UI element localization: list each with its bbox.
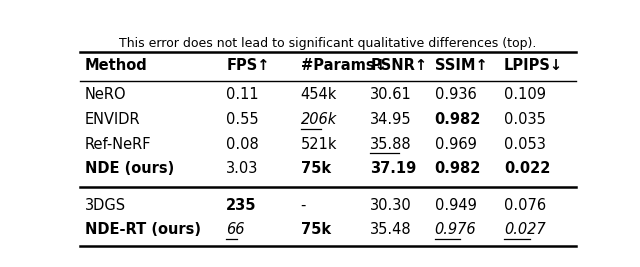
Text: 0.08: 0.08 [227, 137, 259, 152]
Text: FPS↑: FPS↑ [227, 58, 270, 73]
Text: 75k: 75k [301, 222, 331, 237]
Text: #Params↓: #Params↓ [301, 58, 387, 73]
Text: 0.969: 0.969 [435, 137, 477, 152]
Text: Method: Method [85, 58, 148, 73]
Text: 0.076: 0.076 [504, 198, 546, 213]
Text: 0.55: 0.55 [227, 112, 259, 127]
Text: NeRO: NeRO [85, 87, 127, 102]
Text: SSIM↑: SSIM↑ [435, 58, 488, 73]
Text: 235: 235 [227, 198, 257, 213]
Text: 0.949: 0.949 [435, 198, 477, 213]
Text: 30.30: 30.30 [370, 198, 412, 213]
Text: 0.976: 0.976 [435, 222, 476, 237]
Text: 0.053: 0.053 [504, 137, 546, 152]
Text: 521k: 521k [301, 137, 337, 152]
Text: NDE (ours): NDE (ours) [85, 161, 174, 176]
Text: This error does not lead to significant qualitative differences (top).: This error does not lead to significant … [119, 37, 537, 50]
Text: PSNR↑: PSNR↑ [370, 58, 428, 73]
Text: 66: 66 [227, 222, 245, 237]
Text: 35.88: 35.88 [370, 137, 412, 152]
Text: 0.027: 0.027 [504, 222, 546, 237]
Text: 0.11: 0.11 [227, 87, 259, 102]
Text: 206k: 206k [301, 112, 337, 127]
Text: 35.48: 35.48 [370, 222, 412, 237]
Text: 0.982: 0.982 [435, 161, 481, 176]
Text: ENVIDR: ENVIDR [85, 112, 141, 127]
Text: 0.936: 0.936 [435, 87, 476, 102]
Text: 30.61: 30.61 [370, 87, 412, 102]
Text: 75k: 75k [301, 161, 331, 176]
Text: NDE-RT (ours): NDE-RT (ours) [85, 222, 201, 237]
Text: 37.19: 37.19 [370, 161, 417, 176]
Text: 34.95: 34.95 [370, 112, 412, 127]
Text: 3.03: 3.03 [227, 161, 259, 176]
Text: 454k: 454k [301, 87, 337, 102]
Text: 0.109: 0.109 [504, 87, 546, 102]
Text: 0.982: 0.982 [435, 112, 481, 127]
Text: LPIPS↓: LPIPS↓ [504, 58, 563, 73]
Text: Ref-NeRF: Ref-NeRF [85, 137, 152, 152]
Text: 3DGS: 3DGS [85, 198, 126, 213]
Text: 0.035: 0.035 [504, 112, 546, 127]
Text: -: - [301, 198, 306, 213]
Text: 0.022: 0.022 [504, 161, 550, 176]
